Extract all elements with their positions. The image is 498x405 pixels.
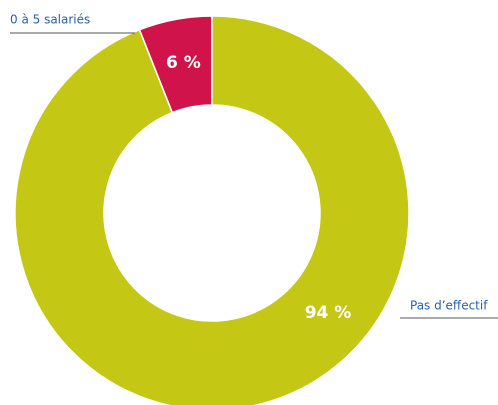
category-label: Pas d’effectif: [410, 299, 488, 313]
value-label: 94 %: [305, 303, 352, 323]
category-label: 0 à 5 salariés: [10, 13, 90, 27]
value-label: 6 %: [166, 53, 201, 73]
donut-segment: [14, 15, 410, 405]
